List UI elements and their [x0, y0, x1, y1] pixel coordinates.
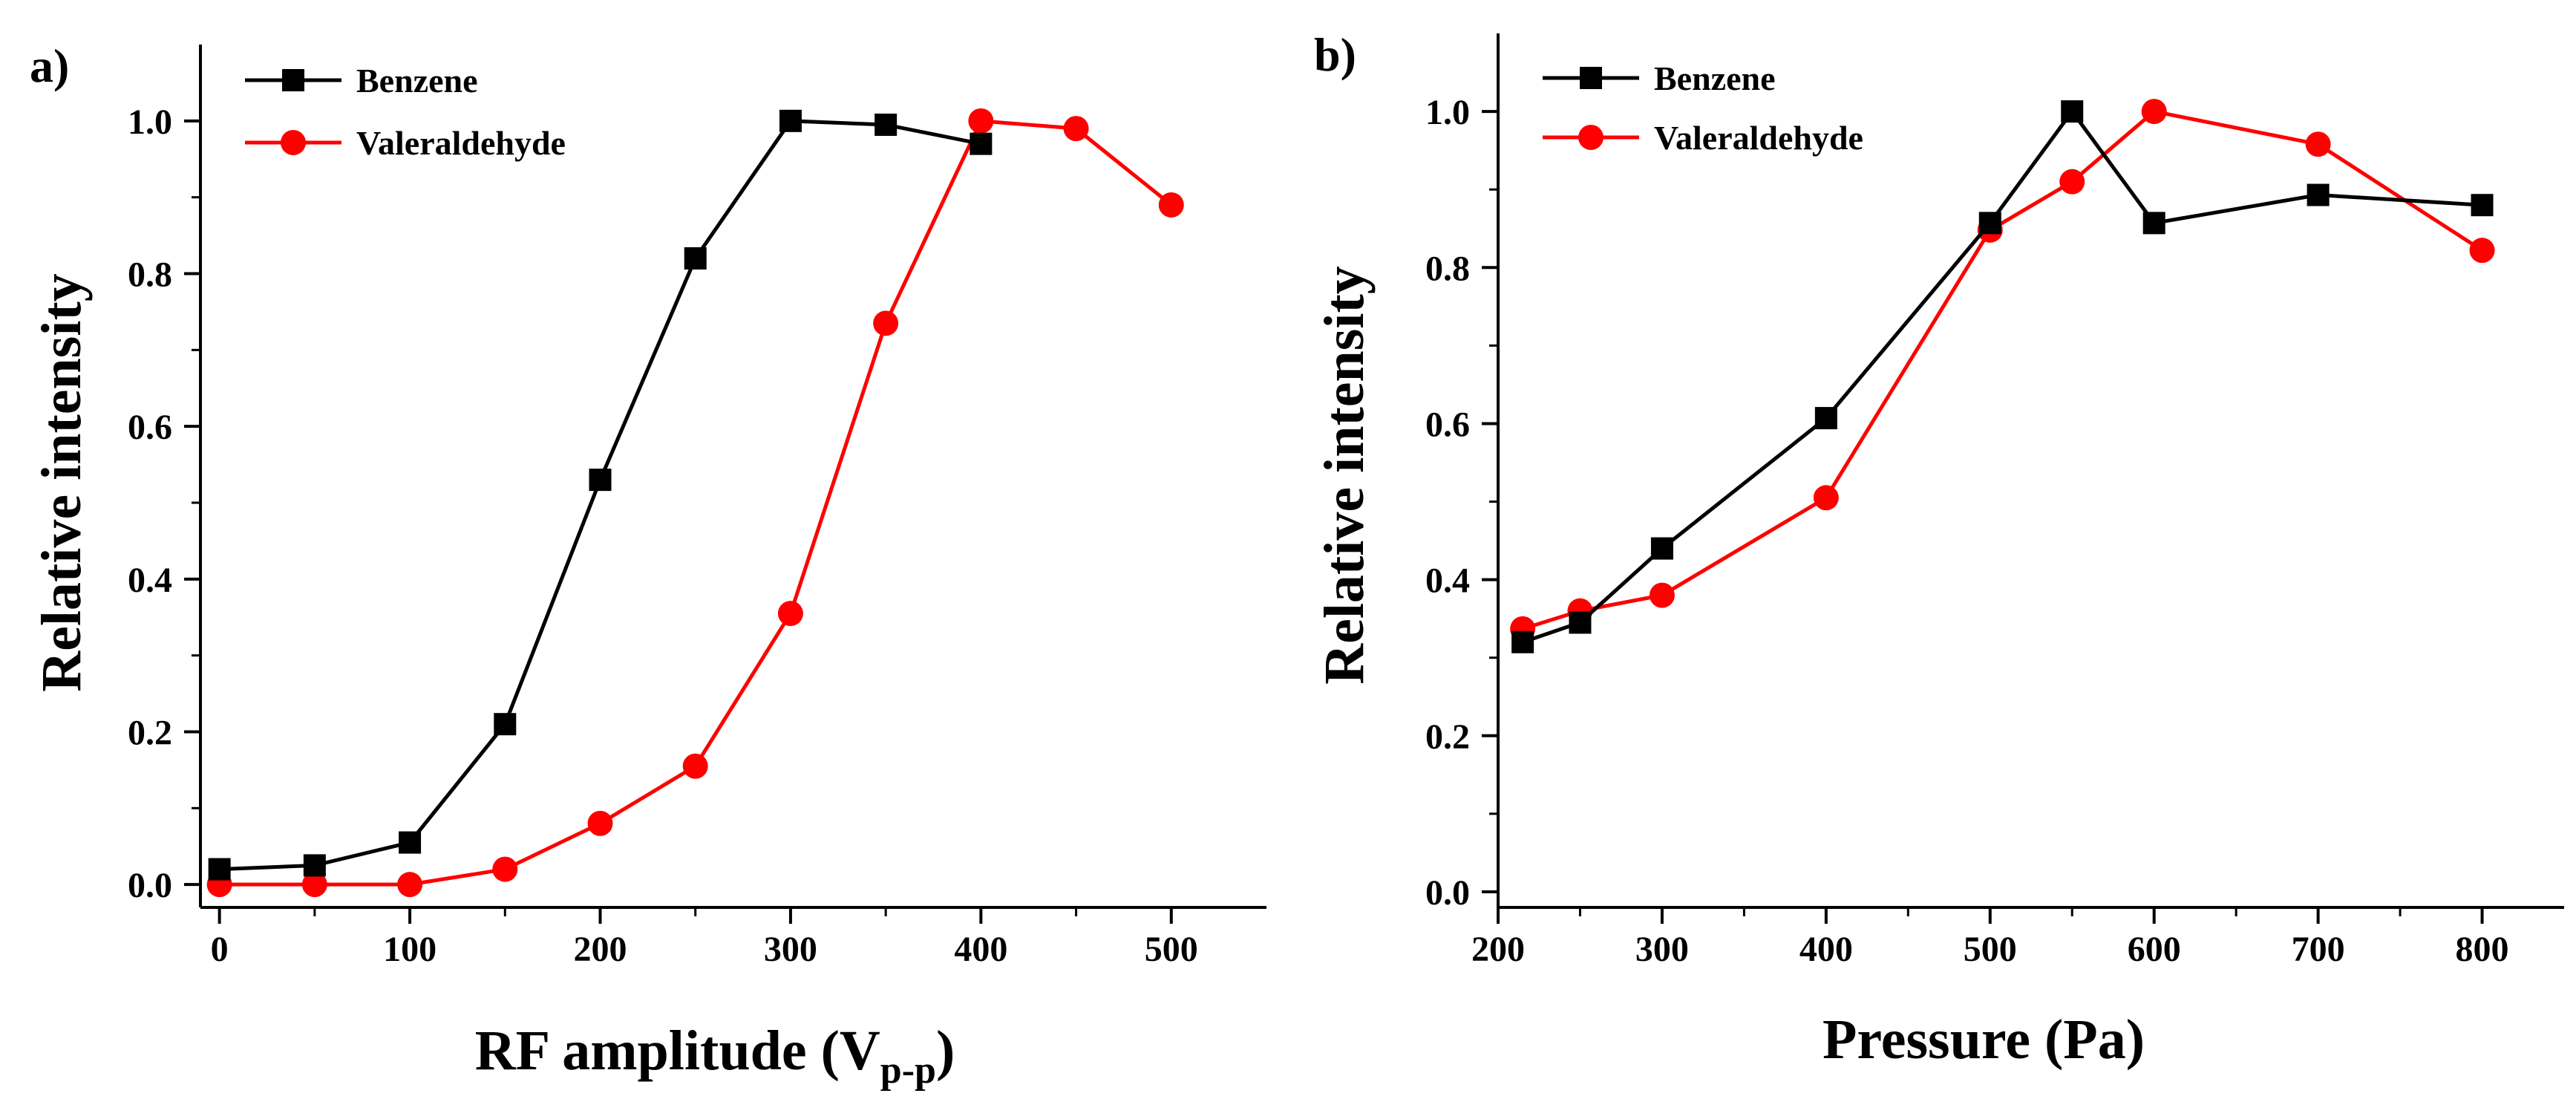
- panel-a-xlabel: RF amplitude (Vp-p): [475, 1020, 955, 1092]
- panel-b-benzene-line: [1522, 108, 2482, 645]
- panel-b-x-tick-label: 800: [2456, 930, 2509, 969]
- panel-b-ylabel: Relative intensity: [1313, 266, 1376, 685]
- panel-a-valeraldehyde-point: [873, 310, 899, 336]
- panel-b-label: b): [1314, 28, 1356, 81]
- panel-a-x-tick-label: 500: [1145, 930, 1198, 969]
- panel-b-legend-valeraldehyde-marker: [1578, 125, 1604, 150]
- panel-a-xlabel-subscript: p-p: [880, 1049, 936, 1092]
- panel-a-valeraldehyde-point: [968, 108, 994, 134]
- panel-a-y-tick-label: 0.8: [128, 255, 172, 294]
- panel-b-valeraldehyde-point: [1813, 485, 1839, 511]
- panel-b-valeraldehyde-point: [2469, 238, 2495, 264]
- panel-b-x-tick-label: 200: [1471, 930, 1525, 969]
- panel-a-benzene-point: [684, 247, 707, 270]
- panel-b-x-tick-label: 300: [1635, 930, 1689, 969]
- panel-b-benzene-point: [2142, 212, 2165, 235]
- panel-b-benzene-point: [2471, 194, 2494, 217]
- panel-a-valeraldehyde-point: [492, 856, 518, 882]
- panel-b-benzene-point: [1569, 611, 1592, 634]
- panel-b-valeraldehyde-point: [2305, 131, 2331, 157]
- panel-b-valeraldehyde-point: [1649, 582, 1675, 608]
- panel-b: b) Relative intensity Pressure (Pa) 200 3…: [1313, 28, 2564, 1071]
- panel-b-plot: 200 300 400 500 600 700 800 0.0 0.2 0.4 0.6 0.8 1.0 B…: [1425, 33, 2564, 969]
- panel-a-xlabel-close: ): [936, 1020, 955, 1082]
- panel-b-valeraldehyde-point: [2059, 169, 2085, 195]
- panel-a-y-tick-label: 0.6: [128, 408, 172, 447]
- panel-a-x-tick-label: 400: [954, 930, 1007, 969]
- panel-a-benzene-point: [303, 854, 326, 877]
- panel-a-benzene-point: [970, 132, 993, 155]
- panel-a-legend-benzene-marker: [282, 69, 304, 91]
- panel-b-y-tick-label: 0.8: [1425, 249, 1470, 288]
- panel-b-legend-benzene-marker: [1580, 67, 1602, 89]
- panel-b-x-tick-label: 400: [1799, 930, 1853, 969]
- panel-a-valeraldehyde-point: [301, 872, 327, 898]
- panel-a-valeraldehyde-point: [777, 601, 803, 627]
- panel-a-valeraldehyde-point: [587, 810, 613, 836]
- panel-b-benzene-point: [1978, 212, 2001, 235]
- panel-a-benzene-point: [208, 858, 231, 881]
- panel-a-plot: 0 100 200 300 400 500 0.0 0.2 0.4 0.6 0.8 1.0 Benzen…: [128, 45, 1266, 969]
- panel-a-benzene-point: [494, 713, 517, 736]
- panel-b-benzene-point: [1814, 407, 1837, 430]
- panel-a-x-tick-label: 300: [764, 930, 817, 969]
- panel-b-x-tick-label: 600: [2128, 930, 2181, 969]
- panel-b-benzene-point: [2307, 183, 2330, 206]
- panel-a-legend-valeraldehyde-label: Valeraldehyde: [356, 124, 566, 162]
- panel-a-valeraldehyde-point: [1158, 192, 1184, 218]
- panel-a-xlabel-main: RF amplitude (V: [475, 1020, 880, 1082]
- panel-b-y-tick-label: 0.6: [1425, 405, 1470, 444]
- panel-a-benzene-line: [219, 119, 981, 872]
- panel-b-benzene-point: [1650, 537, 1673, 560]
- panel-a-x-tick-label: 0: [211, 930, 229, 969]
- panel-b-y-tick-label: 0.2: [1425, 717, 1470, 757]
- panel-a-valeraldehyde-point: [682, 753, 708, 779]
- panel-b-y-tick-label: 0.4: [1425, 561, 1470, 601]
- panel-a-legend-valeraldehyde-marker: [281, 130, 306, 155]
- panel-a-benzene-point: [399, 831, 422, 854]
- panel-a-y-tick-label: 1.0: [128, 102, 172, 142]
- panel-a-benzene-point: [779, 109, 802, 132]
- panel-a-x-tick-label: 100: [383, 930, 437, 969]
- panel-a-valeraldehyde-point: [1063, 116, 1089, 142]
- panel-a-benzene-point: [589, 469, 612, 492]
- panel-b-benzene-point: [2061, 100, 2084, 123]
- panel-a-valeraldehyde-point: [397, 872, 423, 898]
- panel-b-benzene-point: [1511, 630, 1534, 653]
- panel-b-legend-valeraldehyde-label: Valeraldehyde: [1654, 119, 1863, 157]
- panel-b-valeraldehyde-point: [2141, 99, 2167, 125]
- panel-a-label: a): [30, 39, 69, 92]
- panel-b-xlabel: Pressure (Pa): [1823, 1008, 2145, 1071]
- panel-a-x-tick-label: 200: [574, 930, 627, 969]
- panel-a-y-tick-label: 0.4: [128, 561, 172, 600]
- panel-b-y-tick-label: 1.0: [1425, 93, 1470, 132]
- panel-b-x-tick-label: 500: [1964, 930, 2017, 969]
- panel-a-legend-benzene-label: Benzene: [356, 62, 478, 100]
- panel-a-ylabel: Relative intensity: [30, 273, 93, 692]
- panel-a: a) Relative intensity RF amplitude (Vp-p…: [30, 39, 1266, 1092]
- panel-b-y-tick-label: 0.0: [1425, 873, 1470, 913]
- panel-a-benzene-point: [875, 113, 898, 136]
- panel-a-y-tick-label: 0.2: [128, 713, 172, 752]
- panel-b-legend-benzene-label: Benzene: [1654, 59, 1776, 97]
- panel-a-y-tick-label: 0.0: [128, 866, 172, 905]
- panel-b-x-tick-label: 700: [2292, 930, 2345, 969]
